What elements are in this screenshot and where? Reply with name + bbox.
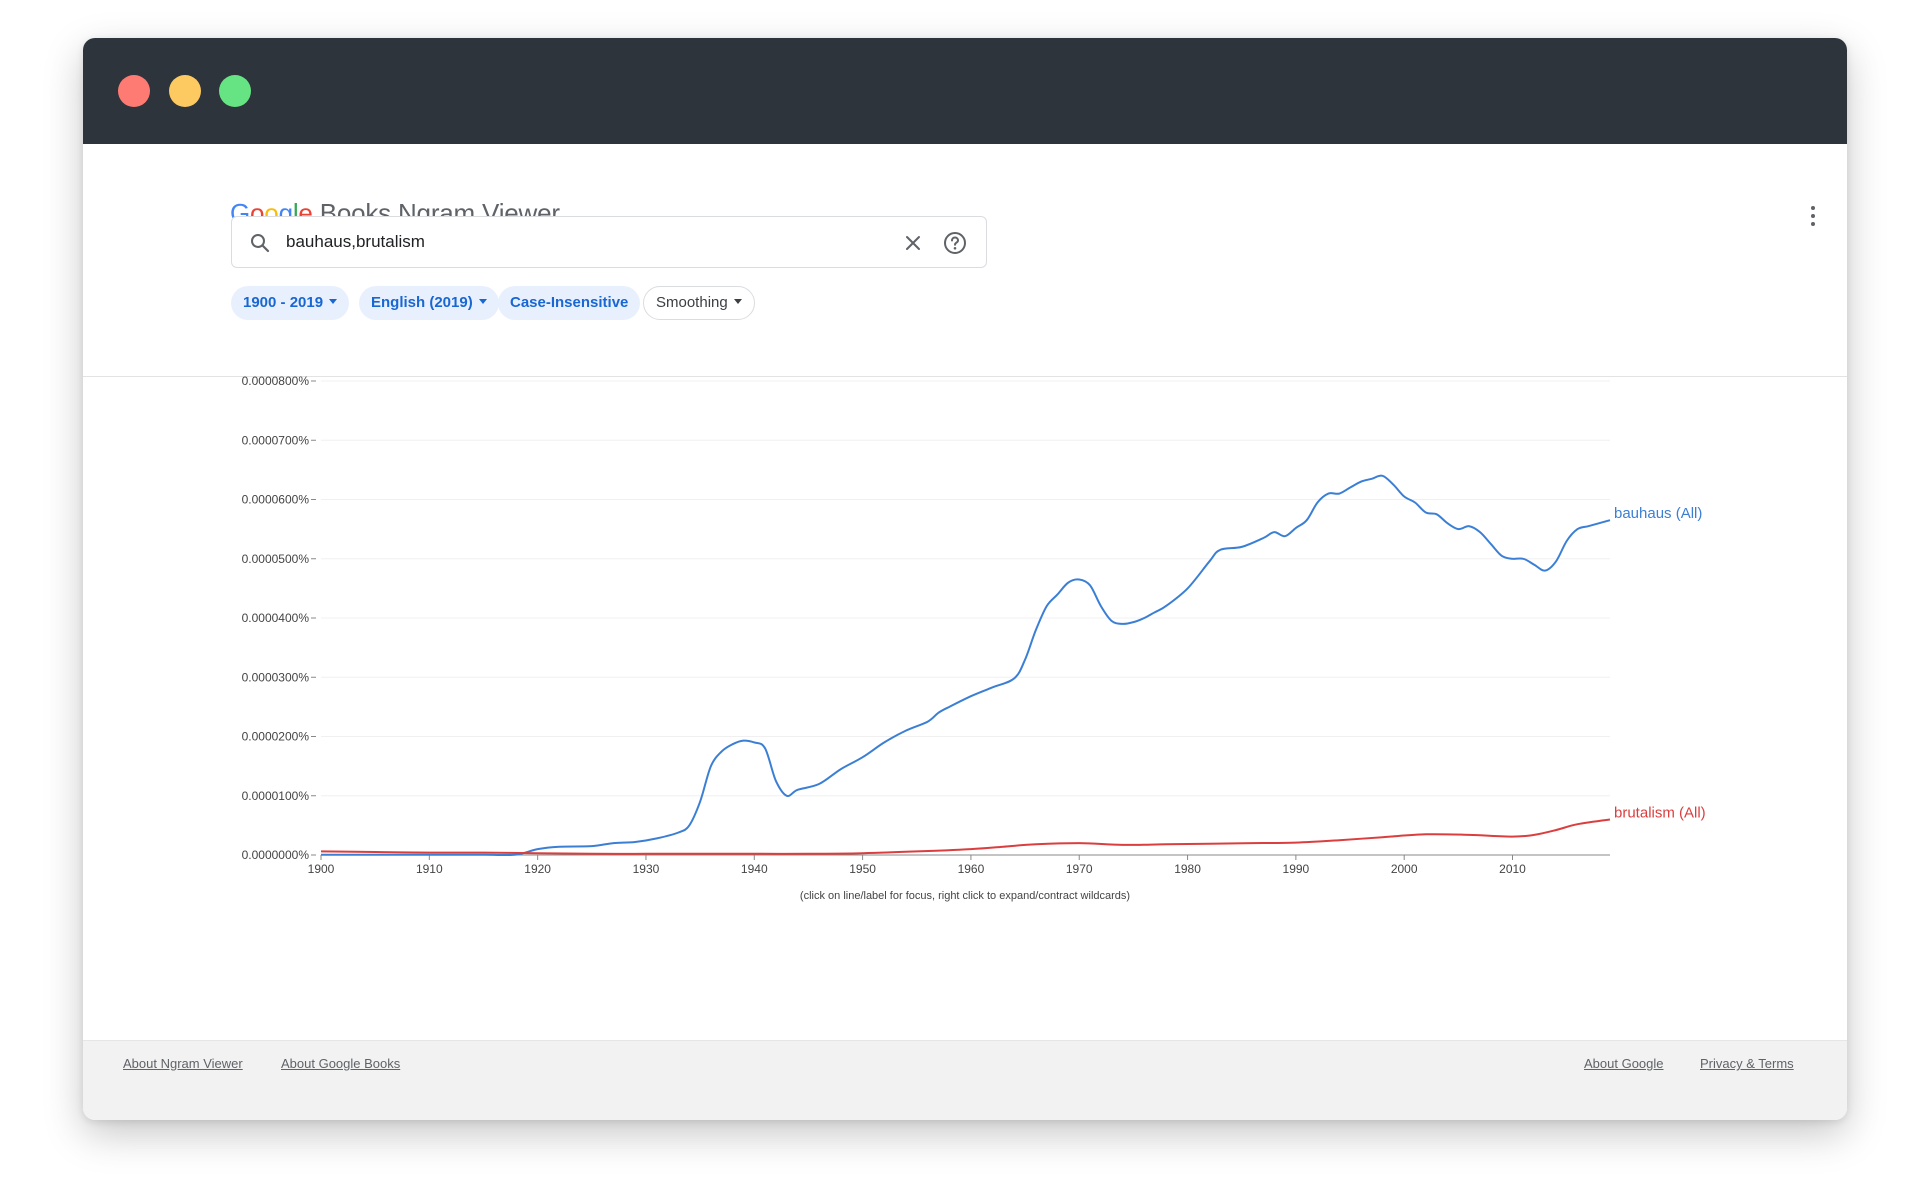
search-box: bauhaus,brutalism bbox=[231, 216, 987, 268]
case-insensitive-filter[interactable]: Case-Insensitive bbox=[498, 286, 641, 320]
smoothing-filter[interactable]: Smoothing bbox=[643, 286, 755, 320]
series-label-1[interactable]: brutalism (All) bbox=[1614, 804, 1706, 821]
y-tick-label: 0.0000300% bbox=[242, 670, 310, 684]
minimize-window-button[interactable] bbox=[169, 75, 201, 107]
close-window-button[interactable] bbox=[118, 75, 150, 107]
x-tick-label: 1940 bbox=[741, 862, 768, 876]
series-line-1 bbox=[320, 818, 1611, 855]
footer-link-privacy[interactable]: Privacy & Terms bbox=[1700, 1056, 1794, 1071]
x-tick-label: 1980 bbox=[1174, 862, 1201, 876]
x-tick-label: 2000 bbox=[1391, 862, 1418, 876]
x-tick-label: 1910 bbox=[416, 862, 443, 876]
y-tick-label: 0.0000700% bbox=[242, 433, 310, 447]
chart-note: (click on line/label for focus, right cl… bbox=[799, 890, 1131, 902]
x-tick-label: 1970 bbox=[1066, 862, 1093, 876]
y-tick-label: 0.0000000% bbox=[242, 848, 310, 862]
corpus-filter[interactable]: English (2019) bbox=[359, 286, 499, 320]
y-tick-label: 0.0000600% bbox=[242, 493, 310, 507]
maximize-window-button[interactable] bbox=[219, 75, 251, 107]
footer-link-about-google[interactable]: About Google bbox=[1584, 1056, 1664, 1071]
series-label-0[interactable]: bauhaus (All) bbox=[1614, 505, 1702, 522]
y-tick-label: 0.0000200% bbox=[242, 730, 310, 744]
x-tick-label: 1930 bbox=[633, 862, 660, 876]
x-tick-label: 1990 bbox=[1283, 862, 1310, 876]
y-tick-label: 0.0000500% bbox=[242, 552, 310, 566]
x-tick-label: 1920 bbox=[524, 862, 551, 876]
series-line-0 bbox=[321, 474, 1611, 857]
search-icon[interactable] bbox=[248, 231, 272, 255]
ngram-chart: 0.0000000% 0.0000100% 0.0000200% 0.0000300%… bbox=[242, 374, 1706, 876]
y-tick-label: 0.0000400% bbox=[242, 611, 310, 625]
x-tick-label: 2010 bbox=[1499, 862, 1526, 876]
x-tick-label: 1950 bbox=[849, 862, 876, 876]
browser-window: Google Books Ngram Viewer bauhaus,brutal… bbox=[83, 38, 1847, 1120]
help-icon[interactable] bbox=[943, 231, 967, 255]
x-tick-label: 1960 bbox=[958, 862, 985, 876]
search-input[interactable]: bauhaus,brutalism bbox=[286, 232, 425, 251]
close-icon[interactable] bbox=[902, 232, 924, 254]
more-options-icon[interactable] bbox=[1803, 203, 1823, 229]
x-tick-label: 1900 bbox=[308, 862, 335, 876]
footer-link-about-books[interactable]: About Google Books bbox=[281, 1056, 401, 1071]
page-footer bbox=[83, 1040, 1847, 1120]
y-tick-label: 0.0000100% bbox=[242, 789, 310, 803]
year-range-filter[interactable]: 1900 - 2019 bbox=[231, 286, 350, 320]
window-titlebar bbox=[83, 38, 1847, 144]
y-tick-label: 0.0000800% bbox=[242, 374, 310, 388]
footer-link-about-ngram[interactable]: About Ngram Viewer bbox=[123, 1056, 243, 1071]
page-header bbox=[83, 144, 1847, 377]
